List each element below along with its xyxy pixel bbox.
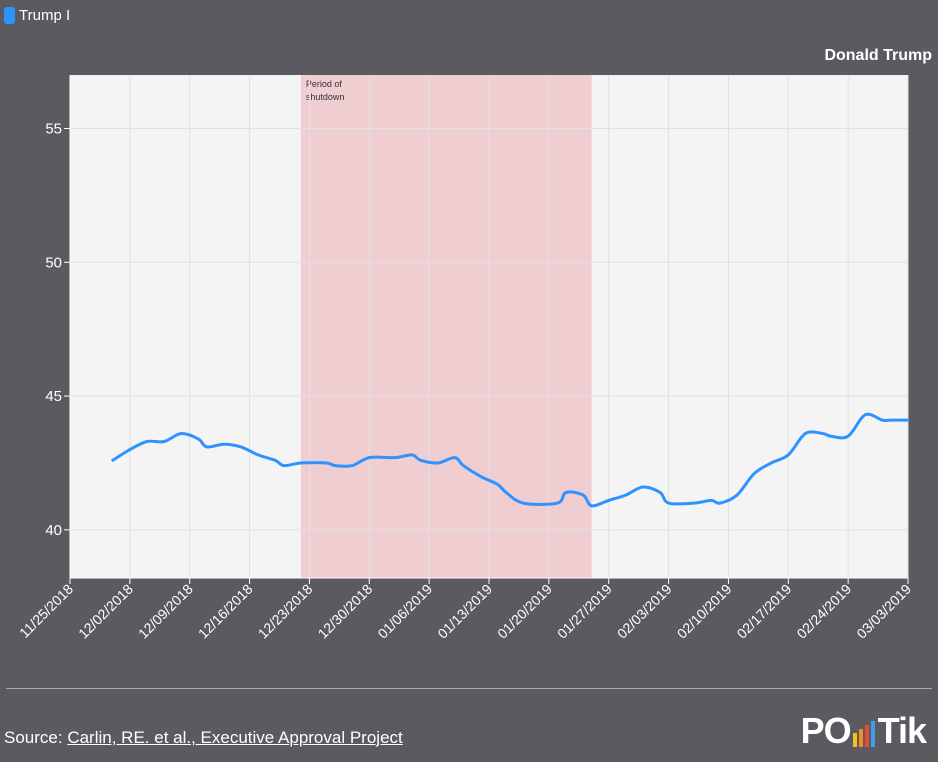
chart-subject-label: Donald Trump — [824, 47, 932, 64]
x-tick-label: 12/30/2018 — [315, 581, 376, 642]
legend-label: Trump I — [19, 7, 71, 24]
source-prefix: Source: — [4, 728, 63, 747]
y-axis: 40 45 50 55 — [45, 75, 71, 578]
x-tick-label: 02/10/2019 — [674, 581, 735, 642]
x-tick-label: 01/06/2019 — [374, 581, 435, 642]
x-tick-label: 01/27/2019 — [554, 581, 615, 642]
logo-bars-icon — [852, 721, 875, 747]
x-tick-label: 12/16/2018 — [195, 581, 256, 642]
x-tick-label: 01/20/2019 — [494, 581, 555, 642]
x-tick-label: 12/23/2018 — [255, 581, 316, 642]
y-tick-label: 50 — [45, 254, 62, 271]
shutdown-label: Period of — [306, 79, 343, 89]
source-note: Source: Carlin, RE. et al., Executive Ap… — [4, 728, 403, 748]
y-tick-label: 55 — [45, 121, 62, 138]
legend[interactable]: Trump I — [4, 7, 70, 24]
x-tick-label: 11/25/2018 — [16, 581, 76, 641]
footer-divider — [6, 688, 932, 689]
x-tick-label: 01/13/2019 — [434, 581, 495, 642]
logo-text-right: Tik — [877, 710, 927, 751]
x-tick-label: 03/03/2019 — [853, 581, 914, 642]
x-tick-label: 02/17/2019 — [734, 581, 795, 642]
x-tick-label: 12/02/2018 — [75, 581, 136, 642]
y-tick-label: 45 — [45, 388, 62, 405]
shutdown-band — [300, 75, 592, 578]
y-tick-label: 40 — [45, 522, 62, 539]
legend-swatch — [4, 7, 15, 24]
x-axis: 11/25/201812/02/201812/09/201812/16/2018… — [16, 577, 914, 642]
shutdown-label: shutdown — [306, 92, 345, 102]
x-tick-label: 12/09/2018 — [135, 581, 196, 642]
logo-text-left: PO — [800, 710, 852, 751]
series-line-trump-i[interactable] — [111, 412, 910, 508]
x-tick-label: 02/24/2019 — [793, 581, 854, 642]
x-tick-label: 02/03/2019 — [614, 581, 675, 642]
source-link[interactable]: Carlin, RE. et al., Executive Approval P… — [67, 728, 403, 747]
politik-logo: PO Tik — [800, 710, 927, 752]
